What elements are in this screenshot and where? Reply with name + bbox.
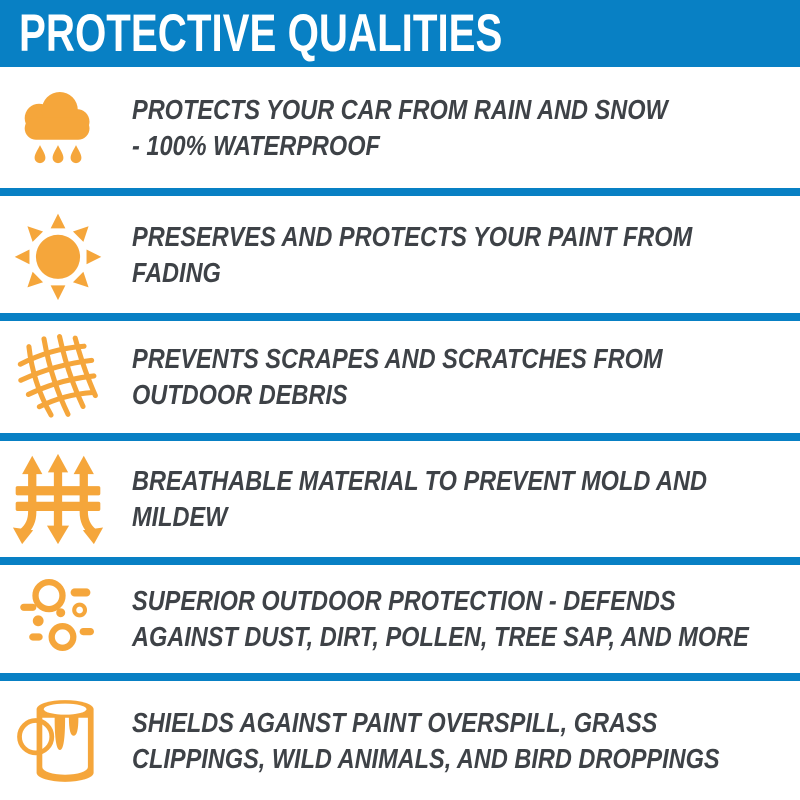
- icon-cell: [0, 209, 115, 301]
- feature-text: PREVENTS SCRAPES AND SCRATCHES FROM OUTD…: [115, 341, 774, 413]
- feature-line: SHIELDS AGAINST PAINT OVERSPILL, GRASS: [132, 706, 658, 738]
- feature-text: SHIELDS AGAINST PAINT OVERSPILL, GRASS C…: [115, 705, 800, 777]
- rain-cloud-icon: [24, 91, 90, 163]
- feature-text: PRESERVES AND PROTECTS YOUR PAINT FROM F…: [115, 219, 800, 291]
- feature-text: SUPERIOR OUTDOOR PROTECTION - DEFENDS AG…: [115, 583, 800, 655]
- feature-line: OUTDOOR DEBRIS: [132, 379, 348, 410]
- net-mesh-icon: [17, 334, 98, 418]
- feature-line: MILDEW: [132, 501, 228, 532]
- blue-separator: [0, 188, 800, 196]
- feature-text: PROTECTS YOUR CAR FROM RAIN AND SNOW - 1…: [115, 92, 780, 164]
- feature-row-shields: SHIELDS AGAINST PAINT OVERSPILL, GRASS C…: [0, 681, 800, 800]
- feature-line: - 100% WATERPROOF: [132, 129, 380, 161]
- feature-line: PREVENTS SCRAPES AND SCRATCHES FROM: [132, 343, 663, 374]
- feature-row-fading: PRESERVES AND PROTECTS YOUR PAINT FROM F…: [0, 196, 800, 313]
- header-bar: PROTECTIVE QUALITIES: [0, 0, 800, 67]
- feature-line: PRESERVES AND PROTECTS YOUR PAINT FROM: [132, 220, 693, 252]
- blue-separator: [0, 673, 800, 681]
- blue-separator: [0, 313, 800, 321]
- feature-line: CLIPPINGS, WILD ANIMALS, AND BIRD DROPPI…: [132, 742, 720, 774]
- feature-line: PROTECTS YOUR CAR FROM RAIN AND SNOW: [132, 93, 668, 125]
- page-title: PROTECTIVE QUALITIES: [19, 4, 503, 63]
- icon-cell: [0, 83, 115, 173]
- breathable-arrows-icon: [12, 453, 103, 545]
- feature-row-waterproof: PROTECTS YOUR CAR FROM RAIN AND SNOW - 1…: [0, 67, 800, 188]
- blue-separator: [0, 433, 800, 441]
- feature-line: FADING: [132, 256, 221, 288]
- feature-row-breathable: BREATHABLE MATERIAL TO PREVENT MOLD AND …: [0, 441, 800, 557]
- feature-row-outdoor-protection: SUPERIOR OUTDOOR PROTECTION - DEFENDS AG…: [0, 565, 800, 673]
- feature-row-scratches: PREVENTS SCRAPES AND SCRATCHES FROM OUTD…: [0, 321, 800, 433]
- blue-separator: [0, 557, 800, 565]
- feature-line: AGAINST DUST, DIRT, POLLEN, TREE SAP, AN…: [132, 621, 749, 652]
- icon-cell: [0, 693, 115, 788]
- icon-cell: [0, 331, 115, 423]
- icon-cell: [0, 574, 115, 664]
- icon-cell: [0, 453, 115, 545]
- feature-line: BREATHABLE MATERIAL TO PREVENT MOLD AND: [132, 465, 707, 496]
- feature-text: BREATHABLE MATERIAL TO PREVENT MOLD AND …: [115, 463, 800, 535]
- feature-line: SUPERIOR OUTDOOR PROTECTION - DEFENDS: [132, 585, 676, 616]
- sun-icon: [14, 213, 101, 300]
- paint-bucket-icon: [17, 700, 94, 782]
- particles-icon: [19, 578, 94, 651]
